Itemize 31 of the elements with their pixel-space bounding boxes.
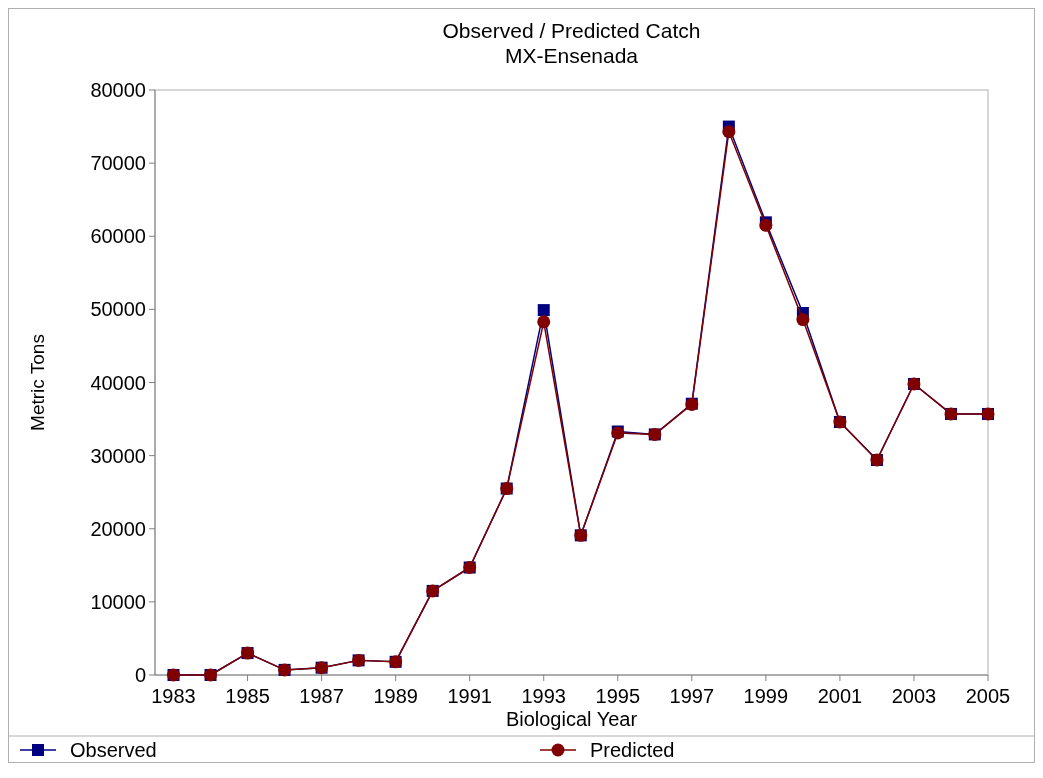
chart-subtitle: MX-Ensenada [504, 44, 639, 67]
x-tick-label: 2005 [965, 685, 1011, 707]
x-tick-label: 1997 [669, 685, 715, 707]
x-tick-label: 1993 [521, 685, 566, 707]
x-tick-label: 1999 [743, 685, 789, 707]
point [722, 125, 736, 139]
y-tick-label: 0 [134, 664, 146, 686]
legend-label: Predicted [590, 739, 675, 761]
x-tick-label: 1995 [595, 685, 641, 707]
y-tick-label: 60000 [90, 225, 146, 248]
y-tick-label: 30000 [90, 444, 146, 467]
y-tick-label: 80000 [90, 79, 146, 101]
chart-title: Observed / Predicted Catch [442, 19, 701, 42]
y-tick-label: 70000 [90, 152, 146, 175]
point [537, 304, 550, 317]
y-tick-label: 50000 [90, 298, 146, 321]
legend-label: Observed [70, 739, 157, 761]
point [796, 313, 810, 327]
x-tick-label: 1989 [373, 685, 418, 707]
x-tick-label: 1985 [225, 685, 270, 707]
y-tick-label: 10000 [90, 590, 146, 613]
x-tick-label: 2003 [891, 685, 937, 707]
x-axis-title: Biological Year [505, 708, 638, 730]
point [537, 315, 551, 329]
y-tick-label: 20000 [90, 517, 146, 540]
x-tick-label: 2001 [817, 685, 863, 707]
x-tick-label: 1991 [447, 685, 492, 707]
x-tick-label: 1987 [299, 685, 344, 707]
x-tick-label: 1983 [151, 685, 196, 707]
y-tick-label: 40000 [90, 371, 146, 394]
y-axis-title: Metric Tons [27, 334, 48, 431]
